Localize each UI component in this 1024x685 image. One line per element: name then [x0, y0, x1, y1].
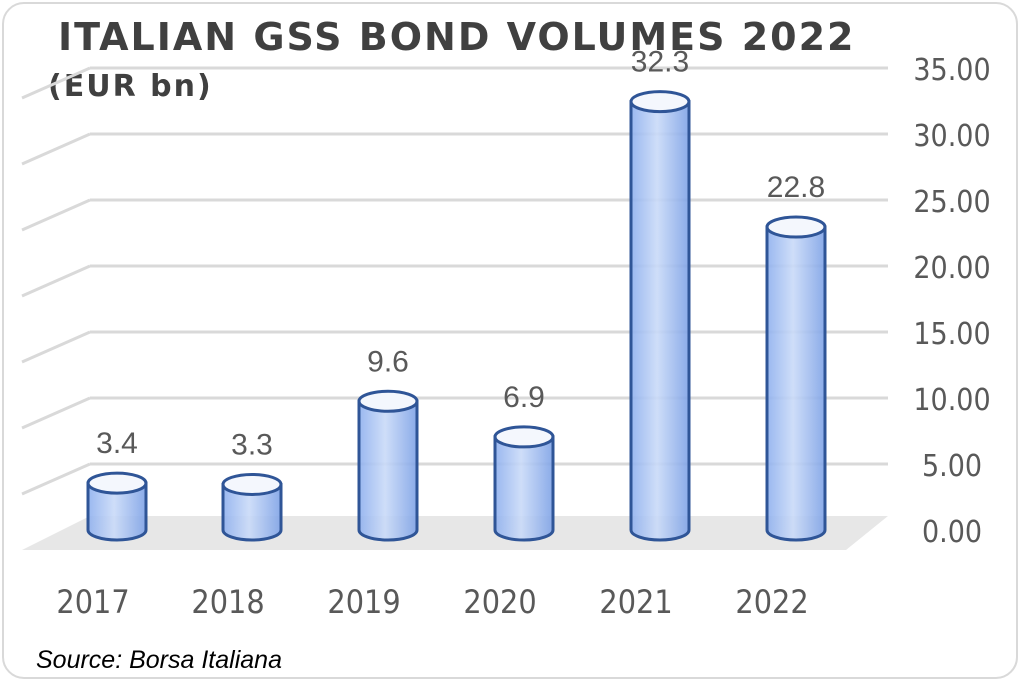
bar-2020 [493, 425, 555, 542]
bar-2018 [221, 472, 283, 542]
gridline-side [21, 396, 91, 430]
bar-body [629, 100, 691, 542]
x-category-label: 2017 [56, 583, 129, 621]
chart-title: ITALIAN GSS BOND VOLUMES 2022 [58, 15, 856, 59]
data-label: 9.6 [367, 345, 409, 378]
bar-top [86, 471, 148, 495]
bar-top [765, 215, 827, 239]
bar-2022 [765, 215, 827, 542]
gridlines [21, 66, 888, 496]
x-category-label: 2019 [327, 583, 400, 621]
x-category-label: 2022 [735, 583, 808, 621]
y-tick-label: 5.00 [922, 449, 982, 484]
bar-top [221, 472, 283, 496]
bars [86, 90, 827, 542]
gridline-side [21, 66, 91, 100]
gridline-side [21, 330, 91, 364]
y-tick-label: 10.00 [913, 383, 990, 418]
bar-2021 [629, 90, 691, 542]
x-category-label: 2021 [599, 583, 672, 621]
data-labels: 3.4 3.3 9.6 6.9 32.3 22.8 [96, 46, 825, 462]
source-note: Source: Borsa Italiana [36, 646, 282, 674]
data-label: 3.3 [231, 428, 273, 461]
y-tick-label: 20.00 [913, 251, 990, 286]
bar-body [493, 435, 555, 542]
data-label: 22.8 [767, 171, 825, 204]
bar-2017 [86, 471, 148, 542]
x-category-label: 2018 [191, 583, 264, 621]
y-tick-label: 15.00 [913, 317, 990, 352]
y-axis-ticks: 0.00 5.00 10.00 15.00 20.00 25.00 30.00 35.00 [913, 53, 990, 550]
gridline-side [21, 264, 91, 298]
gridline-side [21, 132, 91, 166]
bar-top [357, 389, 419, 413]
y-tick-label: 25.00 [913, 185, 990, 220]
data-label: 3.4 [96, 427, 138, 460]
gridline-side [21, 198, 91, 232]
bar-body [221, 482, 283, 542]
bar-body [765, 225, 827, 542]
bar-body [357, 399, 419, 542]
gridline-side [21, 462, 91, 496]
bar-top [493, 425, 555, 449]
data-label: 32.3 [631, 46, 689, 79]
x-axis-categories: 2017 2018 2019 2020 2021 2022 [56, 583, 808, 621]
x-category-label: 2020 [463, 583, 536, 621]
bar-top [629, 90, 691, 114]
data-label: 6.9 [503, 381, 545, 414]
bar-2019 [357, 389, 419, 542]
chart-floor [22, 516, 888, 550]
y-tick-label: 35.00 [913, 53, 990, 88]
bar-body [86, 481, 148, 542]
y-tick-label: 30.00 [913, 119, 990, 154]
y-tick-label: 0.00 [922, 515, 982, 550]
floor-plane [22, 516, 888, 550]
